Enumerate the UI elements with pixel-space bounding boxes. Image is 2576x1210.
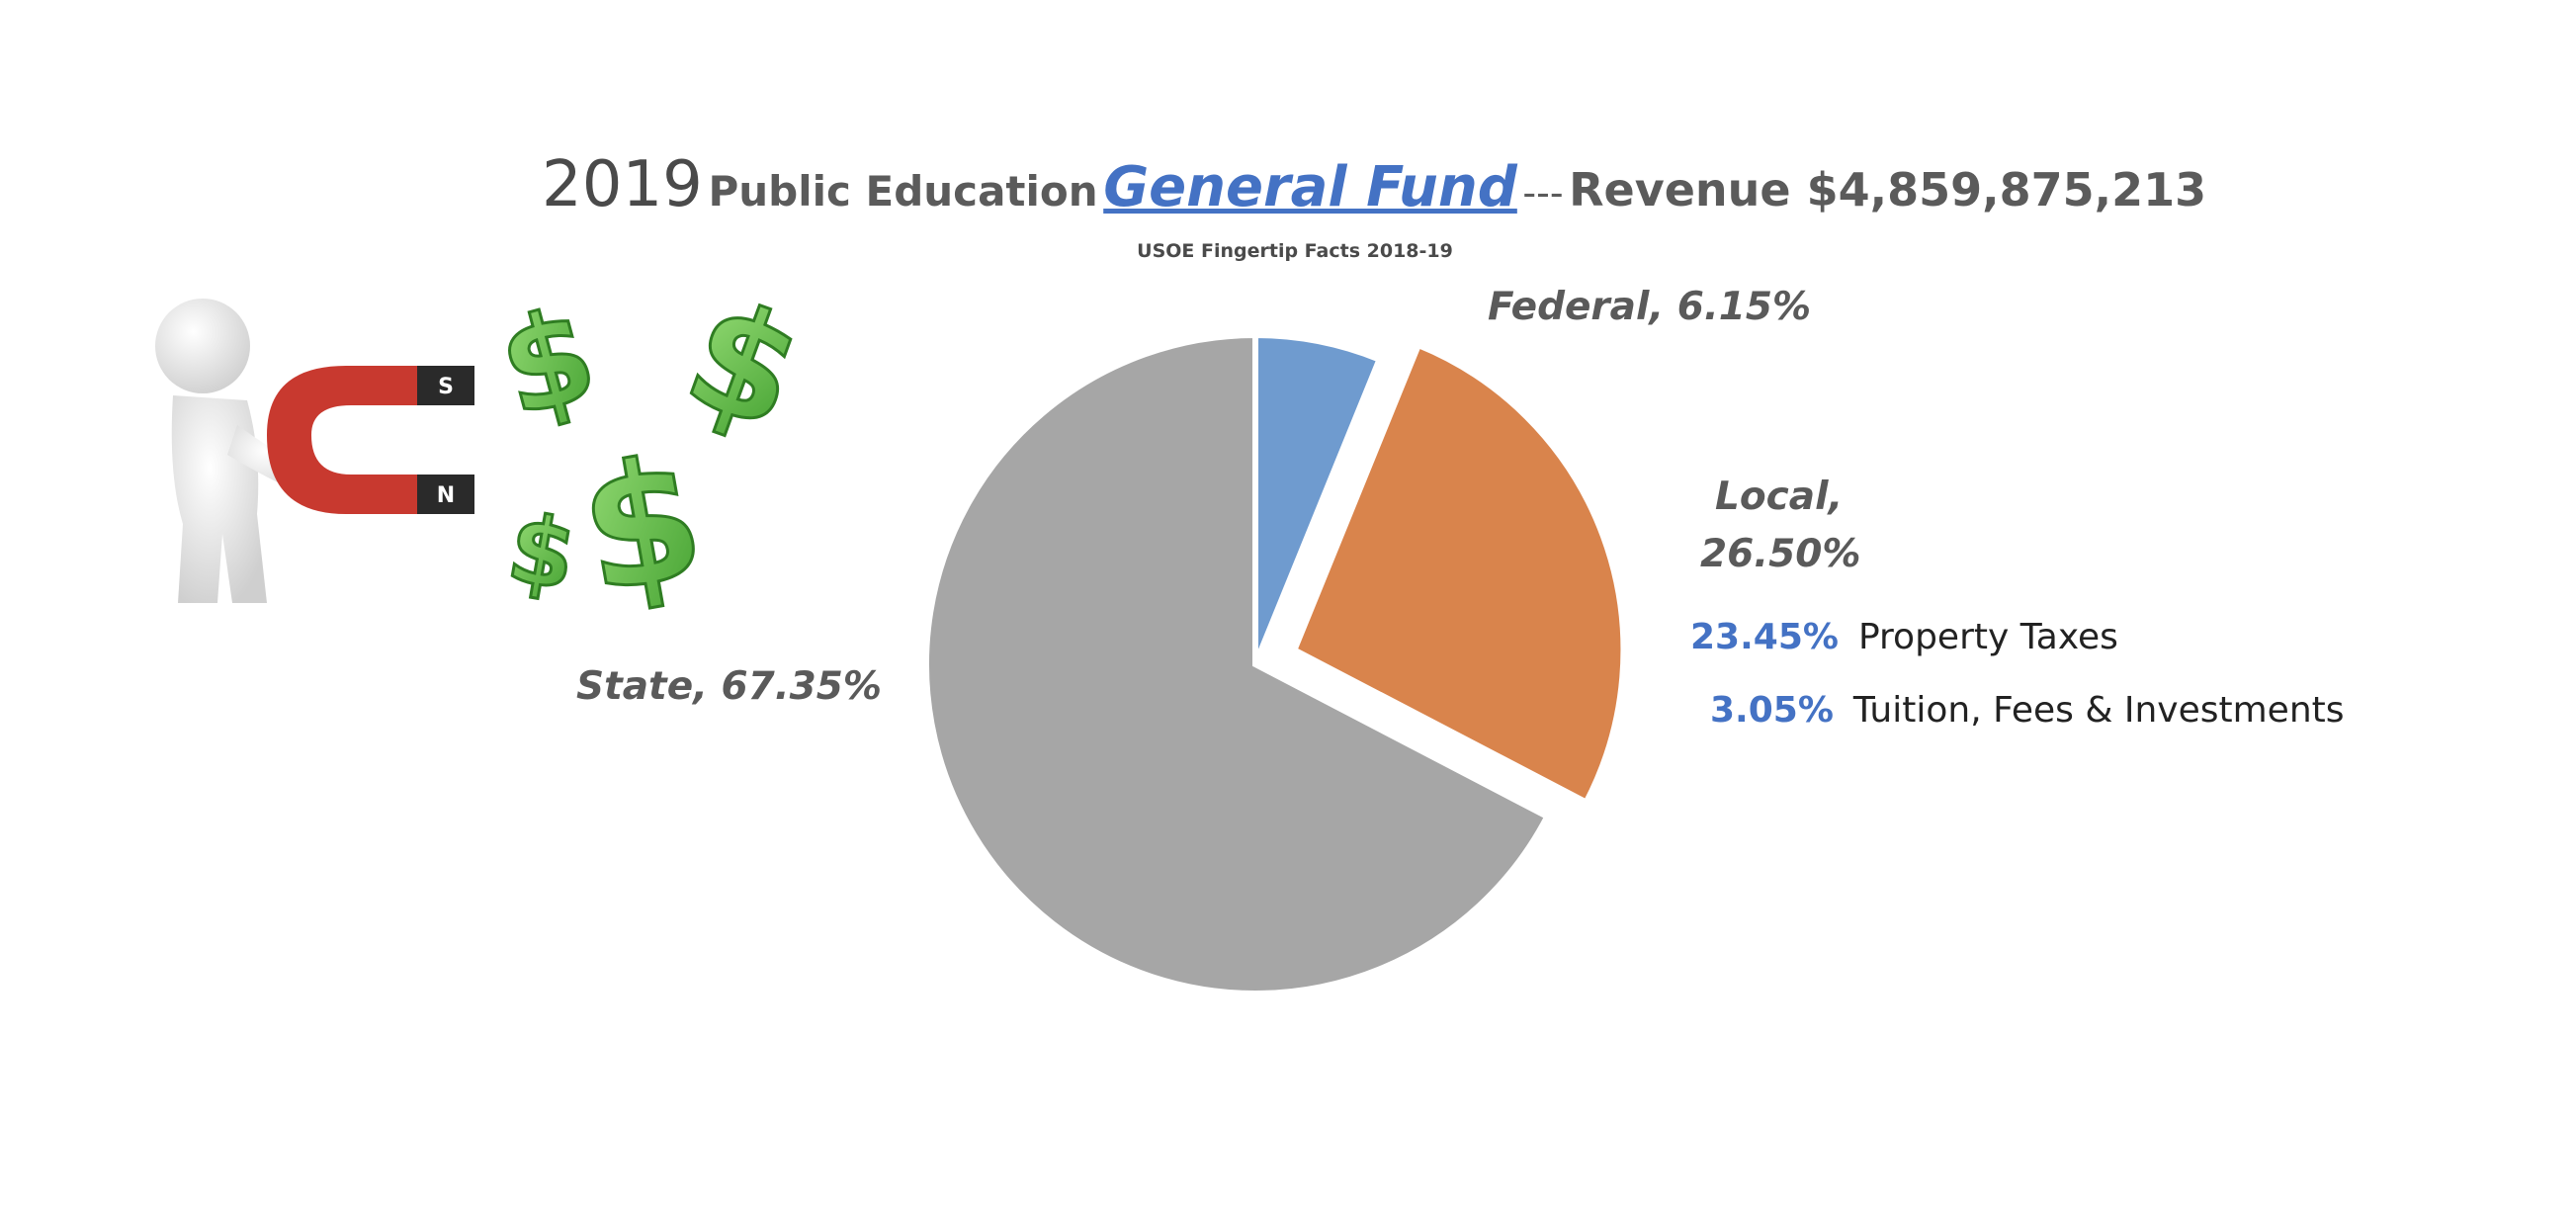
pie-slice-state: [923, 331, 1552, 996]
local-slice-percent: 26.50%: [1700, 532, 1861, 576]
title-general-fund: General Fund: [1103, 155, 1517, 219]
property-taxes-label: Property Taxes: [1857, 617, 2118, 657]
chart-source: USOE Fingertip Facts 2018-19: [1137, 240, 1453, 262]
chart-title: 2019 Public Education General Fund --- R…: [542, 148, 2206, 221]
title-public-education: Public Education: [708, 167, 1098, 216]
title-year: 2019: [542, 148, 703, 221]
local-breakdown-tuition-fees: 3.05% Tuition, Fees & Investments: [1710, 690, 2345, 731]
title-revenue: Revenue $4,859,875,213: [1569, 163, 2207, 216]
tuition-fees-percent: 3.05%: [1710, 690, 1834, 731]
federal-slice-label: Federal, 6.15%: [1488, 285, 1812, 329]
tuition-fees-label: Tuition, Fees & Investments: [1852, 690, 2345, 731]
magnet-pole-s: S: [438, 375, 454, 399]
title-separator: ---: [1522, 171, 1564, 215]
local-breakdown-property-taxes: 23.45% Property Taxes: [1690, 617, 2118, 657]
pie-slice-local: [1290, 341, 1627, 807]
magnet-icon: S N: [267, 366, 474, 514]
state-slice-label: State, 67.35%: [576, 664, 882, 709]
magnet-money-illustration: S N $ $ $ $: [155, 287, 823, 623]
magnet-pole-n: N: [437, 483, 455, 508]
local-slice-label: Local,: [1715, 475, 1844, 519]
property-taxes-percent: 23.45%: [1690, 617, 1839, 657]
